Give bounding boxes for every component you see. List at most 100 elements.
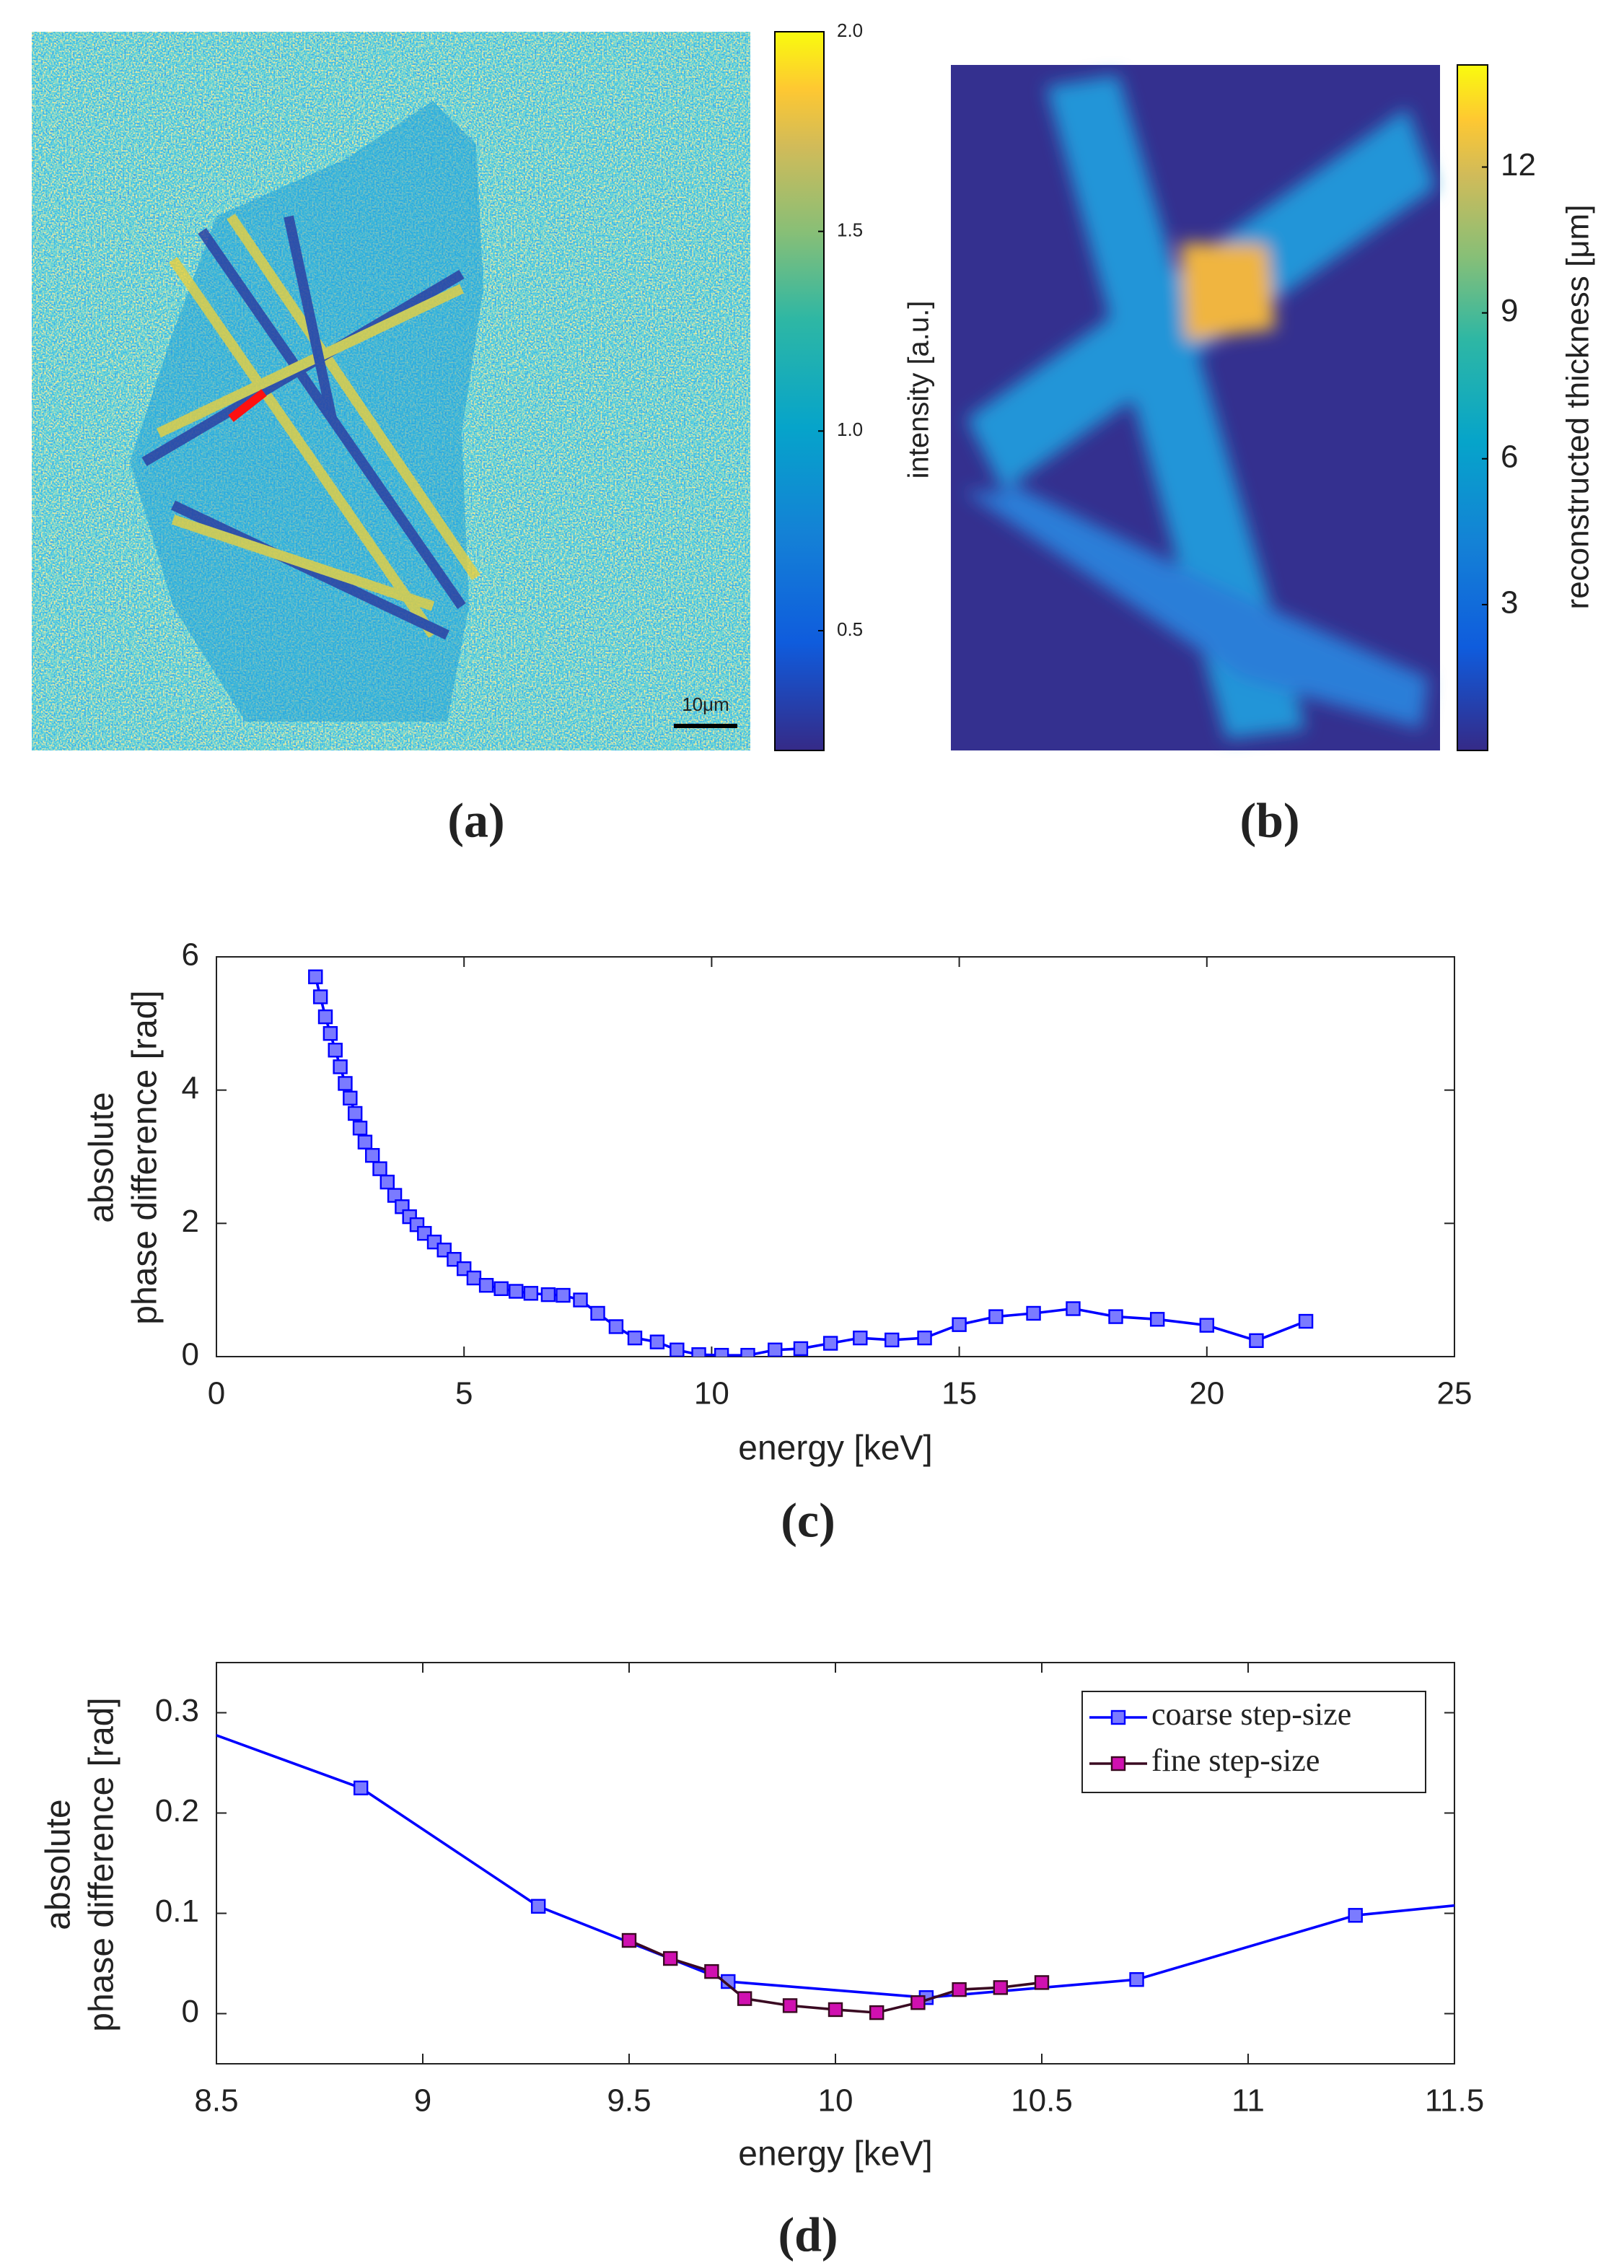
marker xyxy=(1249,1333,1264,1349)
marker xyxy=(1108,1309,1123,1324)
marker xyxy=(540,1287,556,1302)
marker xyxy=(509,1284,524,1299)
marker xyxy=(1066,1301,1081,1316)
marker xyxy=(466,1270,482,1286)
marker xyxy=(704,1963,719,1979)
fringes xyxy=(141,214,480,640)
x-tick-label: 5 xyxy=(455,1376,473,1411)
colorbar-tick-label: 1.0 xyxy=(837,419,863,440)
colorbar-label: intensity [a.u.] xyxy=(903,301,935,479)
marker xyxy=(478,1278,494,1293)
scale-bar-label: 10μm xyxy=(682,693,729,715)
colorbar xyxy=(774,31,825,751)
x-tick-label: 25 xyxy=(1437,1376,1472,1411)
marker xyxy=(1026,1305,1041,1321)
marker xyxy=(372,1161,387,1176)
marker xyxy=(1034,1975,1050,1990)
marker xyxy=(357,1134,373,1150)
image-a xyxy=(32,32,750,750)
red-marker xyxy=(228,389,267,422)
colorbar xyxy=(1457,64,1488,751)
marker xyxy=(885,1332,900,1348)
marker xyxy=(530,1899,546,1914)
marker xyxy=(347,1105,363,1121)
line xyxy=(628,1939,1043,2014)
marker xyxy=(556,1287,571,1303)
marker xyxy=(317,1009,333,1025)
panel-label: (b) xyxy=(1239,793,1299,848)
x-tick-label: 10 xyxy=(818,2083,853,2119)
marker xyxy=(354,1780,369,1795)
marker xyxy=(312,989,328,1004)
marker xyxy=(328,1043,343,1058)
y-tick-label: 0 xyxy=(182,1337,199,1372)
series xyxy=(621,1932,1050,2020)
y-tick-label: 2 xyxy=(182,1204,199,1239)
x-tick-label: 11 xyxy=(1232,2083,1265,2119)
colorbar-label: reconstructed thickness [μm] xyxy=(1561,205,1596,610)
series xyxy=(308,969,1314,1357)
marker xyxy=(721,1974,736,1989)
marker xyxy=(621,1932,637,1948)
marker xyxy=(952,1982,967,1997)
marker xyxy=(1572,1887,1585,1900)
marker xyxy=(663,1950,678,1966)
marker xyxy=(608,1319,624,1334)
x-tick-label: 8.5 xyxy=(194,2083,238,2119)
y-axis-label: phase difference [rad] xyxy=(83,1697,121,2031)
marker xyxy=(917,1330,932,1346)
marker xyxy=(590,1305,605,1321)
marker xyxy=(1129,1972,1144,1987)
marker xyxy=(338,1076,353,1091)
y-axis-label: absolute xyxy=(40,1799,78,1930)
marker xyxy=(1199,1318,1215,1333)
legend-swatch xyxy=(1110,1756,1126,1772)
image-b xyxy=(951,65,1440,750)
marker xyxy=(714,1347,729,1357)
marker xyxy=(1149,1312,1165,1327)
x-tick-label: 11.5 xyxy=(1425,2083,1484,2119)
y-tick-label: 4 xyxy=(182,1070,199,1105)
marker xyxy=(993,1980,1009,1995)
colorbar-tick-label: 1.5 xyxy=(837,219,863,241)
marker xyxy=(691,1347,706,1357)
colorbar-tick-label: 6 xyxy=(1501,439,1518,474)
marker xyxy=(910,1995,926,2010)
legend-box xyxy=(1081,1691,1426,1793)
marker xyxy=(952,1317,967,1332)
x-shape xyxy=(964,75,1436,739)
x-tick-label: 10 xyxy=(694,1376,729,1411)
line xyxy=(314,976,1307,1357)
colorbar-tick-label: 9 xyxy=(1501,293,1518,328)
marker xyxy=(828,2002,843,2018)
y-tick-label: 0.2 xyxy=(155,1793,199,1829)
marker xyxy=(740,1347,755,1357)
marker xyxy=(1348,1908,1363,1923)
marker xyxy=(670,1342,685,1357)
axes-frame xyxy=(216,956,1455,1357)
legend-label: fine step-size xyxy=(1151,1743,1320,1778)
marker xyxy=(343,1090,358,1105)
marker xyxy=(308,969,323,984)
panel-label: (d) xyxy=(778,2207,838,2262)
x-tick-label: 9 xyxy=(414,2083,431,2119)
colorbar-tick-label: 3 xyxy=(1501,584,1518,620)
y-tick-label: 6 xyxy=(182,937,199,973)
colorbar-tick-label: 12 xyxy=(1501,147,1536,183)
marker xyxy=(523,1286,539,1301)
panel-label: (a) xyxy=(447,793,504,848)
panel-label: (c) xyxy=(781,1493,835,1548)
marker xyxy=(793,1341,809,1357)
marker xyxy=(1298,1313,1314,1329)
marker xyxy=(379,1174,395,1190)
marker xyxy=(988,1309,1004,1324)
marker xyxy=(493,1281,509,1297)
series xyxy=(216,1733,1585,2005)
colorbar-tick-label: 0.5 xyxy=(837,618,863,640)
y-axis-label: absolute xyxy=(83,1092,121,1222)
marker xyxy=(352,1121,368,1136)
y-axis-label: phase difference [rad] xyxy=(126,990,164,1324)
